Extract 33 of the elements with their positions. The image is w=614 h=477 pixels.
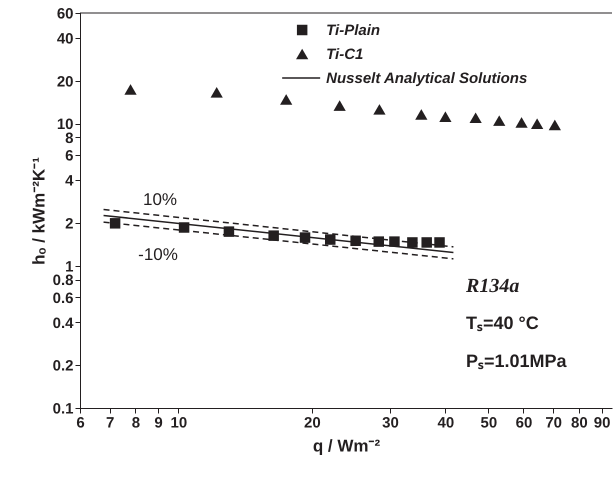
legend-label: Ti-C1: [326, 46, 364, 63]
y-tick-label: 2: [65, 216, 74, 233]
y-tick-label: 0.1: [52, 400, 74, 418]
x-tick-label: 8: [132, 414, 140, 432]
y-axis-title: hₒ / kWm⁻²K⁻¹: [30, 156, 49, 265]
x-tick-label: 80: [571, 414, 588, 432]
annotation: Tₛ=40 °C: [466, 313, 539, 333]
x-tick-label: 70: [545, 414, 562, 432]
legend-label: Ti-Plain: [326, 22, 380, 39]
x-tick-label: 9: [154, 414, 163, 432]
legend-label: Nusselt Analytical Solutions: [326, 70, 528, 87]
x-tick-label: 30: [382, 414, 399, 432]
y-tick-label: 0.2: [52, 358, 74, 375]
annotation: 10%: [142, 190, 178, 209]
annotation: R134a: [465, 275, 520, 297]
y-tick-label: 0.4: [52, 314, 74, 332]
y-tick-label: 40: [56, 30, 74, 48]
x-tick-label: 7: [106, 414, 114, 432]
y-tick-label: 20: [56, 73, 74, 90]
y-tick-label: 0.6: [52, 290, 74, 307]
annotation: -10%: [138, 245, 178, 264]
y-tick-label: 60: [56, 6, 74, 22]
y-tick-label: 6: [65, 148, 74, 165]
x-axis-title: q / Wm⁻²: [312, 436, 381, 456]
x-tick-label: 60: [516, 414, 532, 432]
x-tick-label: 50: [480, 414, 498, 432]
y-tick-label: 4: [65, 172, 74, 190]
x-tick-label: 90: [594, 414, 610, 432]
x-tick-label: 10: [170, 414, 188, 432]
x-tick-label: 6: [76, 414, 85, 432]
x-tick-label: 20: [304, 414, 321, 432]
annotation: Pₛ=1.01MPa: [466, 351, 568, 371]
x-tick-label: 40: [438, 414, 454, 432]
